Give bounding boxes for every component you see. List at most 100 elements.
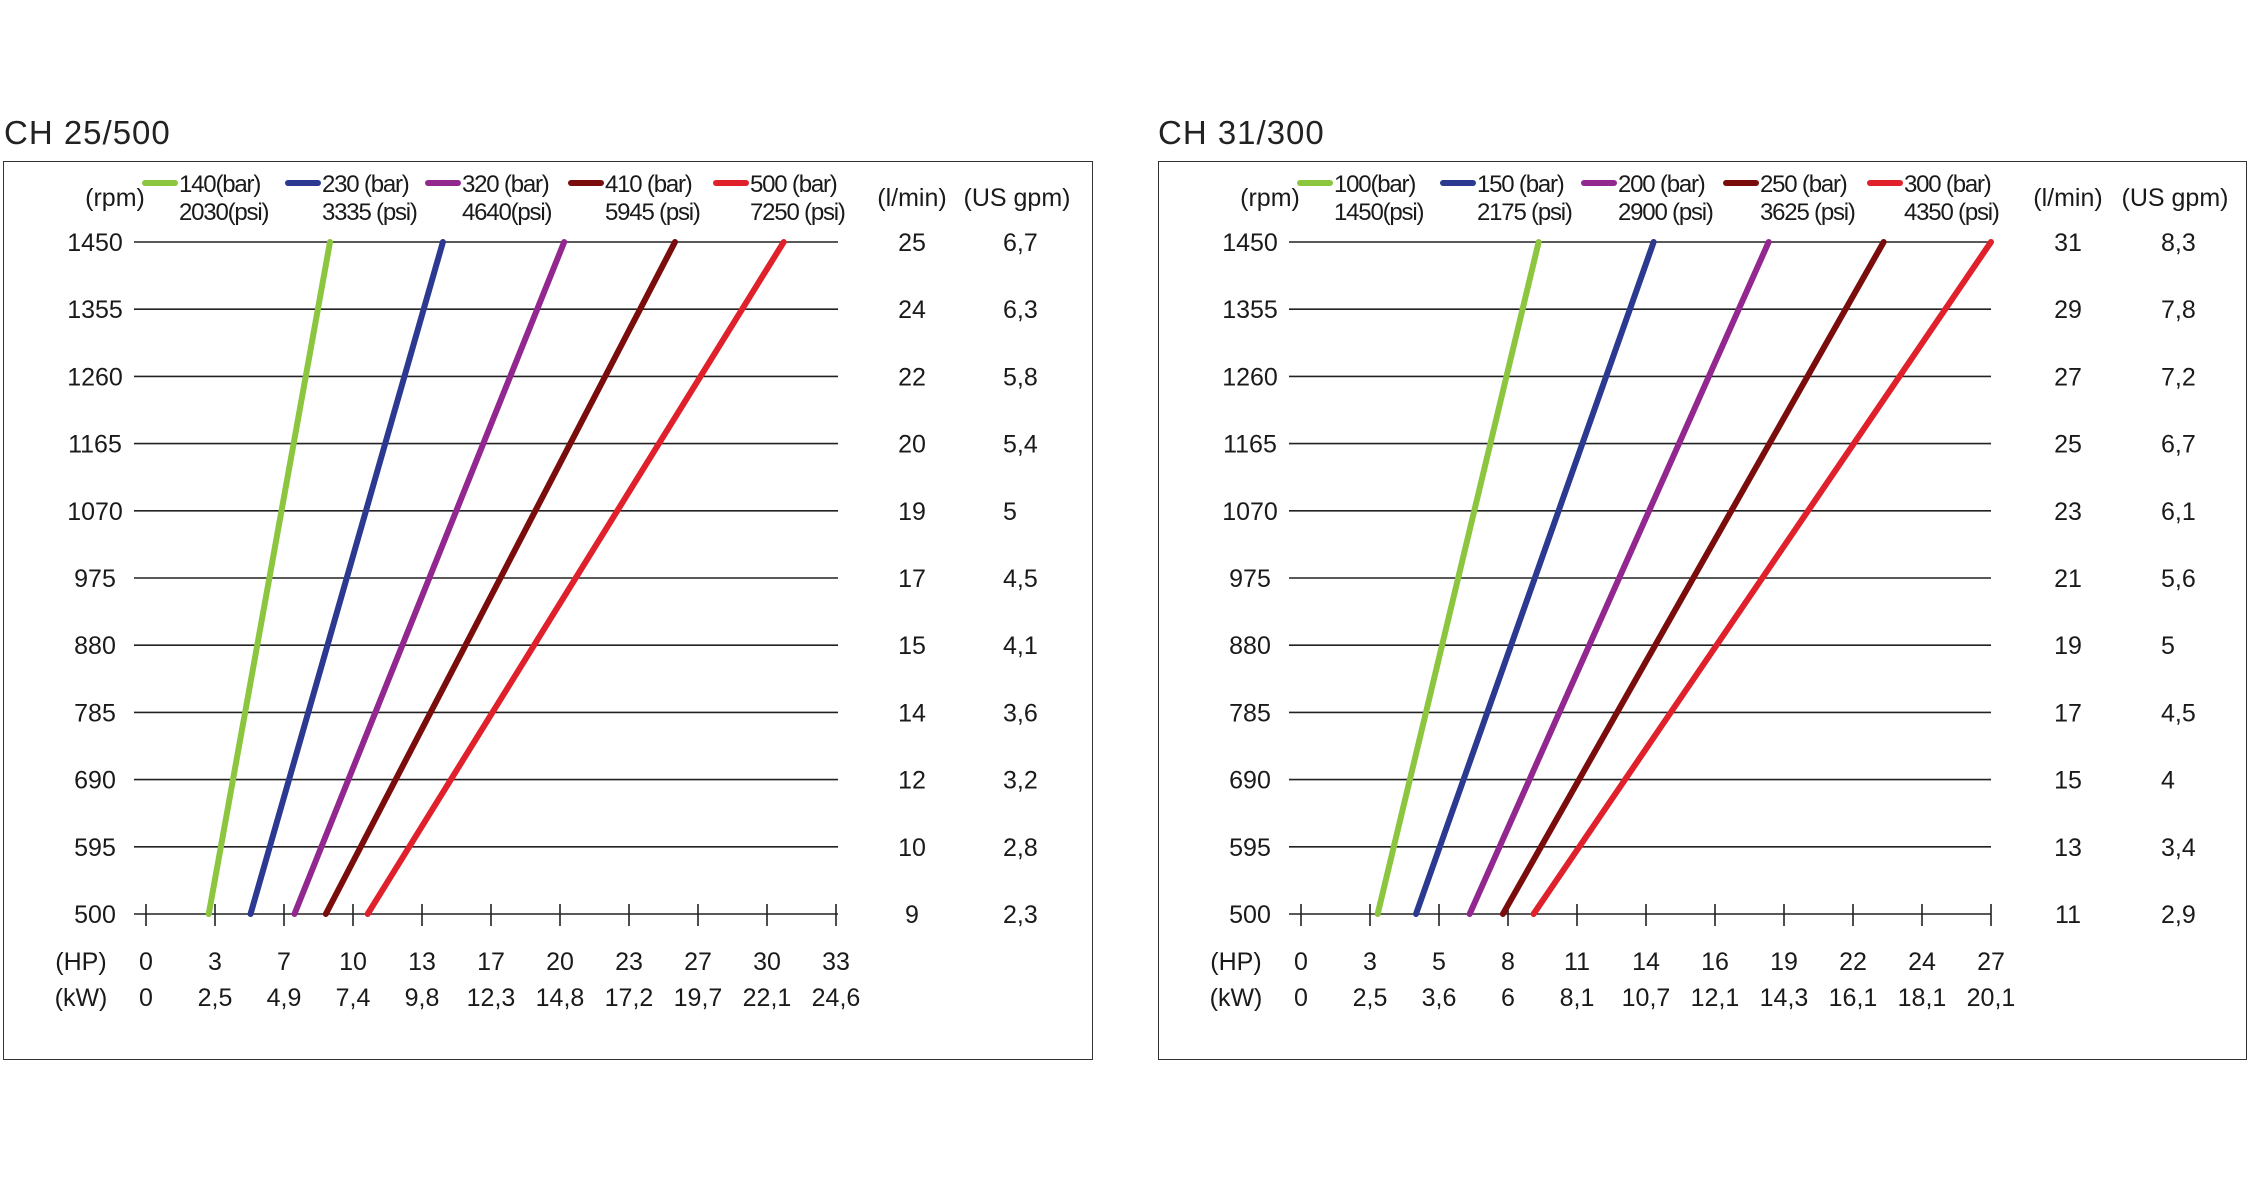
lmin-tick-label: 23: [2054, 498, 2082, 526]
rpm-tick-label: 1355: [1222, 296, 1278, 324]
legend-label-0: 100(bar): [1334, 171, 1415, 198]
hp-tick-label: 11: [1564, 948, 1590, 976]
series-line-4: [1530, 239, 1994, 917]
legend-sublabel-4: 4350 (psi): [1904, 199, 1999, 226]
legend-sublabel-2: 2900 (psi): [1618, 199, 1713, 226]
rpm-tick-label: 1260: [67, 363, 123, 391]
chart-title-left: CH 25/500: [4, 114, 171, 151]
kw-tick-label: 24,6: [812, 984, 861, 1012]
rpm-tick-label: 1070: [1222, 498, 1278, 526]
rpm-tick-label: 975: [1229, 565, 1271, 593]
kw-tick-label: 16,1: [1829, 984, 1878, 1012]
gpm-tick-label: 5,8: [1003, 363, 1038, 391]
chart-title-right: CH 31/300: [1158, 114, 1325, 151]
hp-tick-label: 0: [1294, 948, 1308, 976]
gpm-tick-label: 6,7: [1003, 229, 1038, 257]
axis-label-usgpm: (US gpm): [964, 184, 1071, 212]
gpm-tick-label: 6,3: [1003, 296, 1038, 324]
rpm-tick-label: 1165: [68, 431, 122, 459]
x-axis-label-kw: (kW): [55, 984, 108, 1012]
rpm-tick-label: 785: [1229, 699, 1271, 727]
gpm-tick-label: 2,8: [1003, 834, 1038, 862]
legend-label-2: 200 (bar): [1618, 171, 1705, 198]
gpm-tick-label: 2,3: [1003, 901, 1038, 929]
rpm-tick-label: 1165: [1223, 431, 1277, 459]
hp-tick-label: 24: [1908, 948, 1936, 976]
rpm-tick-label: 1355: [67, 296, 123, 324]
hp-tick-label: 13: [408, 948, 436, 976]
kw-tick-label: 14,8: [536, 984, 585, 1012]
gpm-tick-label: 5,4: [1003, 431, 1038, 459]
kw-tick-label: 4,9: [267, 984, 302, 1012]
rpm-tick-label: 690: [74, 767, 116, 795]
legend-sublabel-3: 3625 (psi): [1760, 199, 1855, 226]
series-line-3: [1499, 239, 1887, 917]
legend-sublabel-1: 3335 (psi): [322, 199, 417, 226]
gpm-tick-label: 4,5: [2161, 699, 2196, 727]
x-axis-label-hp: (HP): [55, 948, 106, 976]
lmin-tick-label: 15: [898, 632, 926, 660]
hp-tick-label: 30: [753, 948, 781, 976]
hp-tick-label: 27: [1977, 948, 2005, 976]
rpm-tick-label: 500: [1229, 901, 1271, 929]
x-axis-label-kw: (kW): [1210, 984, 1263, 1012]
rpm-tick-label: 500: [74, 901, 116, 929]
axis-label-usgpm: (US gpm): [2122, 184, 2229, 212]
legend-label-3: 410 (bar): [605, 171, 692, 198]
kw-tick-label: 18,1: [1898, 984, 1947, 1012]
legend-sublabel-0: 2030(psi): [179, 199, 268, 226]
legend-sublabel-0: 1450(psi): [1334, 199, 1423, 226]
series-line-1: [247, 239, 446, 917]
hp-tick-label: 22: [1839, 948, 1867, 976]
rpm-tick-label: 595: [1229, 834, 1271, 862]
gpm-tick-label: 3,6: [1003, 699, 1038, 727]
kw-tick-label: 14,3: [1760, 984, 1809, 1012]
y-axis-label-rpm: (rpm): [85, 184, 145, 212]
gpm-tick-label: 5,6: [2161, 565, 2196, 593]
gpm-tick-label: 7,2: [2161, 363, 2196, 391]
kw-tick-label: 0: [139, 984, 153, 1012]
lmin-tick-label: 15: [2054, 767, 2082, 795]
series-line-1: [1413, 239, 1657, 917]
lmin-tick-label: 19: [2054, 632, 2082, 660]
lmin-tick-label: 25: [2054, 431, 2082, 459]
hp-tick-label: 3: [208, 948, 222, 976]
x-axis-label-hp: (HP): [1210, 948, 1261, 976]
lmin-tick-label: 19: [898, 498, 926, 526]
legend-label-3: 250 (bar): [1760, 171, 1847, 198]
kw-tick-label: 8,1: [1560, 984, 1595, 1012]
hp-tick-label: 33: [822, 948, 850, 976]
axis-label-lmin: (l/min): [877, 184, 946, 212]
series-line-4: [364, 239, 787, 917]
series-line-2: [1466, 239, 1772, 917]
lmin-tick-label: 27: [2054, 363, 2082, 391]
lmin-tick-label: 13: [2054, 834, 2082, 862]
lmin-tick-label: 22: [898, 363, 926, 391]
series-line-0: [1374, 239, 1542, 917]
hp-tick-label: 14: [1632, 948, 1660, 976]
legend-label-1: 150 (bar): [1477, 171, 1564, 198]
hp-tick-label: 16: [1701, 948, 1729, 976]
kw-tick-label: 10,7: [1622, 984, 1671, 1012]
legend-label-0: 140(bar): [179, 171, 260, 198]
rpm-tick-label: 975: [74, 565, 116, 593]
kw-tick-label: 22,1: [743, 984, 792, 1012]
gpm-tick-label: 4: [2161, 767, 2175, 795]
kw-tick-label: 20,1: [1967, 984, 2016, 1012]
lmin-tick-label: 21: [2054, 565, 2082, 593]
hp-tick-label: 5: [1432, 948, 1446, 976]
hp-tick-label: 19: [1770, 948, 1798, 976]
hp-tick-label: 10: [339, 948, 367, 976]
gpm-tick-label: 5: [2161, 632, 2175, 660]
legend-label-1: 230 (bar): [322, 171, 409, 198]
hp-tick-label: 17: [477, 948, 505, 976]
chart-frame-right: [1158, 161, 2247, 1060]
lmin-tick-label: 29: [2054, 296, 2082, 324]
kw-tick-label: 17,2: [605, 984, 654, 1012]
lmin-tick-label: 25: [898, 229, 926, 257]
lmin-tick-label: 12: [898, 767, 926, 795]
legend-label-2: 320 (bar): [462, 171, 549, 198]
kw-tick-label: 7,4: [336, 984, 371, 1012]
gpm-tick-label: 4,5: [1003, 565, 1038, 593]
rpm-tick-label: 785: [74, 699, 116, 727]
